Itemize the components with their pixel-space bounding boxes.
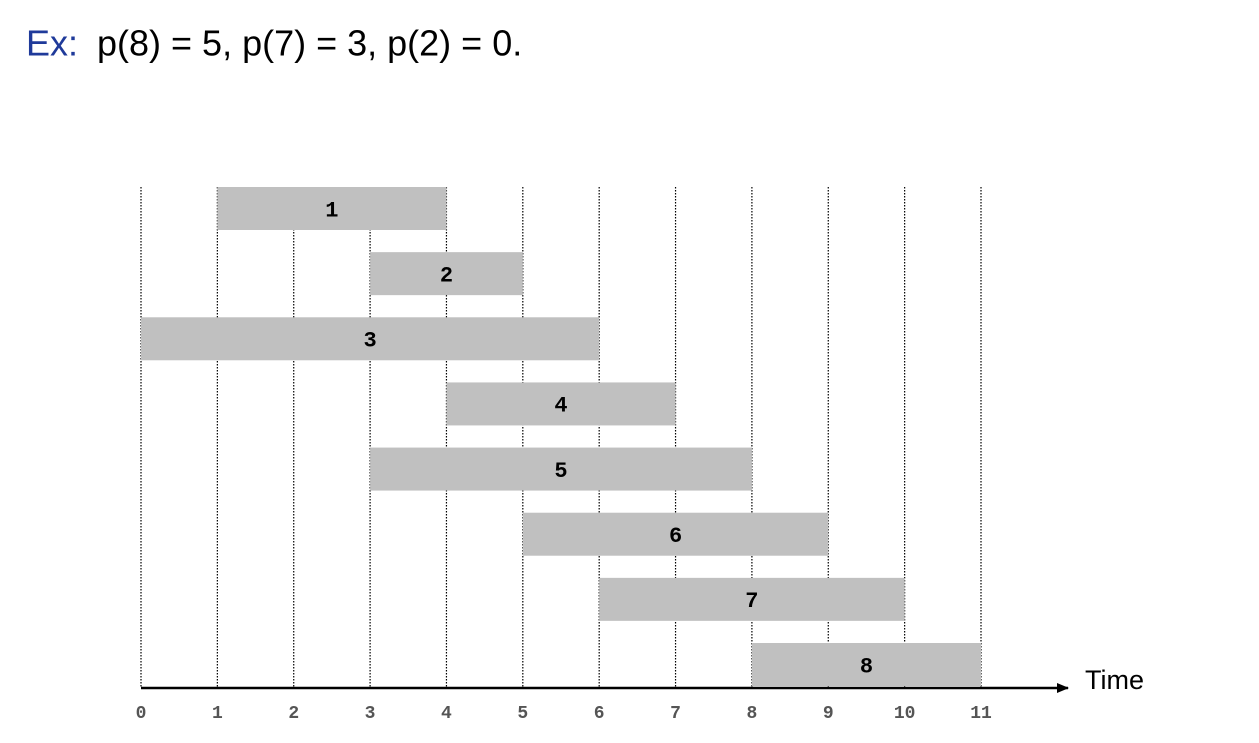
interval-bar: [446, 382, 676, 426]
heading-label: Ex:: [26, 23, 78, 64]
x-tick-label: 3: [365, 704, 376, 724]
interval-bar: [217, 187, 447, 230]
interval-label: 8: [860, 654, 873, 679]
x-tick-label: 11: [970, 704, 992, 724]
interval-label: 2: [440, 263, 453, 288]
interval-bar: [370, 252, 523, 296]
x-tick-label: 10: [894, 704, 916, 724]
interval-bar: [751, 643, 981, 686]
x-tick-label: 8: [747, 704, 758, 724]
interval-label: 1: [325, 198, 338, 223]
x-tick-label: 5: [517, 704, 528, 724]
x-tick-label: 2: [288, 704, 299, 724]
x-tick-label: 9: [823, 704, 834, 724]
interval-label: 3: [363, 329, 376, 354]
interval-bar: [599, 577, 905, 621]
x-tick-label: 7: [670, 704, 681, 724]
interval-bar: [370, 447, 752, 491]
x-tick-label: 0: [136, 704, 147, 724]
x-tick-label: 4: [441, 704, 452, 724]
interval-label: 7: [745, 589, 758, 614]
interval-label: 6: [669, 524, 682, 549]
interval-label: 4: [554, 394, 567, 419]
x-tick-label: 6: [594, 704, 605, 724]
heading-text: p(8) = 5, p(7) = 3, p(2) = 0.: [97, 23, 522, 64]
x-axis-label: Time: [1085, 665, 1144, 695]
interval-bar: [141, 317, 600, 361]
x-tick-label: 1: [212, 704, 223, 724]
interval-label: 5: [554, 459, 567, 484]
interval-bar: [522, 512, 829, 556]
